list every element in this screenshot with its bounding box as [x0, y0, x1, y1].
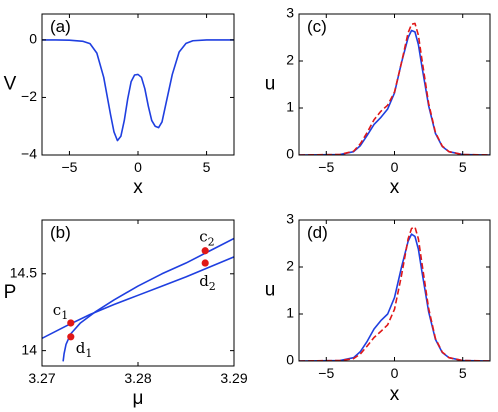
point-c2-subscript: 2	[208, 236, 215, 249]
panel-b-label: (b)	[50, 223, 71, 242]
point-c1-subscript: 1	[61, 309, 68, 322]
panel-d-xtick-label: 5	[459, 365, 467, 381]
point-d1-subscript: 1	[85, 347, 92, 360]
panel-a-xtick-label: 5	[203, 159, 211, 175]
panel-d-xtick-label: 0	[391, 365, 399, 381]
panel-c-xtick-label: 0	[391, 159, 399, 175]
panel-d-series-2-line	[299, 226, 490, 361]
point-d2-label: d2	[199, 272, 216, 293]
point-d1-marker	[67, 333, 75, 341]
panel-b-ytick-label: 14.5	[10, 264, 37, 280]
panel-d-ytick-label: 0	[286, 352, 294, 368]
point-d2-marker	[201, 259, 209, 267]
panel-a-xtick-label: 0	[134, 159, 142, 175]
point-c2-label: c2	[199, 228, 214, 249]
panel-d-ytick-label: 2	[286, 258, 294, 274]
panel-c-frame	[298, 13, 491, 156]
panel-d-ylabel: u	[265, 280, 276, 301]
panel-c-label: (c)	[307, 17, 327, 36]
panel-a-series-1-line	[42, 39, 234, 142]
panel-a-ylabel: V	[4, 74, 17, 95]
panel-c-ytick-label: 2	[286, 52, 294, 68]
panel-c-ytick-label: 1	[286, 99, 294, 115]
panel-c-ytick-label: 3	[286, 5, 294, 21]
panel-c-series-1-line	[299, 29, 490, 155]
panel-b-xtick-label: 3.29	[220, 370, 247, 386]
panel-d-ytick-label: 1	[286, 305, 294, 321]
panel-c-xtick-label: 5	[459, 159, 467, 175]
panel-b-ytick-label: 14	[21, 341, 37, 357]
panel-d-label: (d)	[307, 223, 328, 242]
panel-a-xtick-label: −5	[61, 159, 77, 175]
panel-b-ylabel: P	[4, 282, 17, 303]
point-c1-marker	[67, 319, 75, 327]
panel-a-frame	[41, 13, 235, 156]
panel-a-ytick-label: −4	[21, 146, 37, 162]
panel-b-xtick-label: 3.28	[124, 370, 151, 386]
panel-a-ytick-label: −2	[21, 88, 37, 104]
point-c2-marker	[201, 247, 209, 255]
panel-c-ylabel: u	[265, 74, 276, 95]
panel-d-xtick-label: −5	[318, 365, 334, 381]
panel-c-series-2-line	[299, 22, 490, 155]
panel-b-xlabel: μ	[133, 388, 144, 409]
panel-d-xlabel: x	[390, 384, 400, 405]
panel-a-xlabel: x	[133, 177, 143, 198]
panel-c-xtick-label: −5	[318, 159, 334, 175]
point-d1-label: d1	[76, 339, 93, 360]
point-d2-subscript: 2	[209, 280, 216, 293]
panel-a-label: (a)	[50, 17, 71, 36]
panel-d-series-1-line	[299, 233, 490, 361]
panel-a-ytick-label: 0	[29, 31, 37, 47]
panel-c-xlabel: x	[390, 177, 400, 198]
panel-d-ytick-label: 3	[286, 211, 294, 227]
panel-b-xtick-label: 3.27	[28, 370, 55, 386]
point-c1-label: c1	[53, 301, 68, 322]
panel-c-ytick-label: 0	[286, 146, 294, 162]
panel-b-series-2-line	[62, 237, 234, 362]
